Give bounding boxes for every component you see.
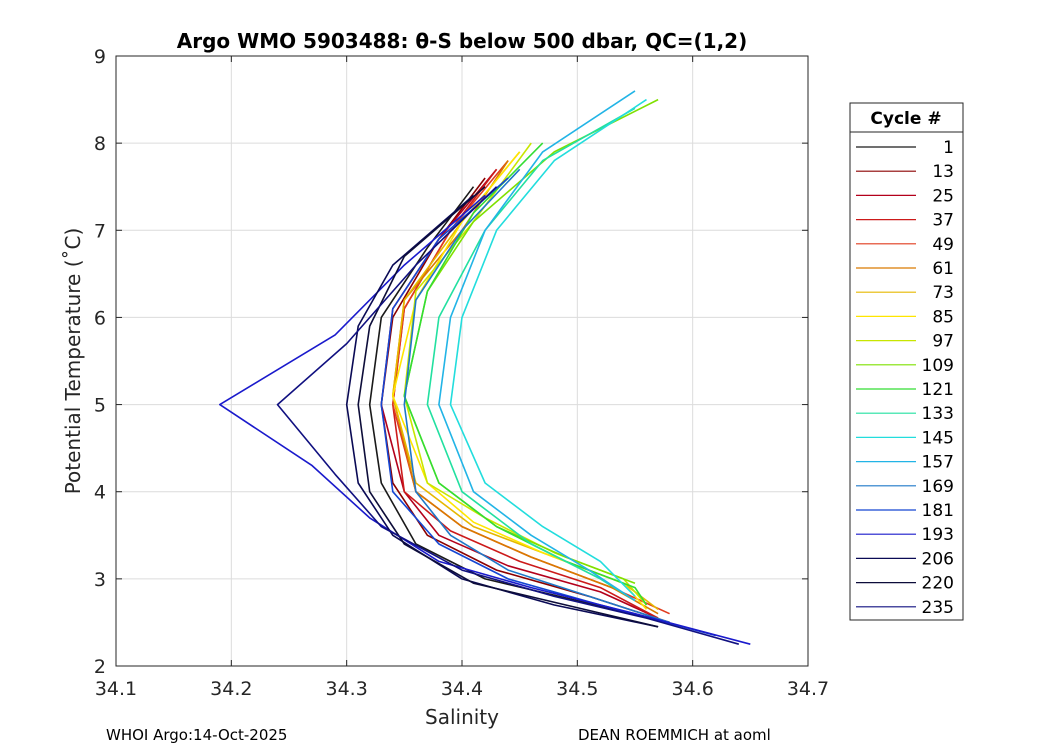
y-tick-label: 3 [94, 569, 106, 591]
legend: Cycle # 1 13 25 37 49 61 73 85 97 109 121 133 145 157… [849, 102, 964, 621]
x-tick-label: 34.4 [441, 678, 483, 700]
legend-label-cycle-109: 109 [922, 356, 954, 376]
legend-label-cycle-49: 49 [932, 235, 954, 255]
legend-label-cycle-145: 145 [922, 428, 954, 448]
legend-label-cycle-157: 157 [922, 453, 954, 473]
legend-label-cycle-169: 169 [922, 477, 954, 497]
series-line-cycle-181 [380, 177, 716, 637]
y-tick-label: 4 [94, 482, 106, 504]
y-tick-label: 2 [94, 656, 106, 678]
series-line-cycle-145 [449, 98, 647, 597]
y-tick-label: 9 [94, 46, 106, 68]
legend-label-cycle-13: 13 [932, 162, 954, 182]
y-tick-label: 5 [94, 395, 106, 417]
footer-right: DEAN ROEMMICH at aoml [578, 726, 771, 744]
legend-items: 1 13 25 37 49 61 73 85 97 109 121 133 145 157 169 181 19… [856, 138, 954, 618]
series-line-cycle-235 [276, 186, 740, 645]
x-tick-label: 34.7 [787, 678, 829, 700]
legend-label-cycle-235: 235 [922, 598, 954, 618]
legend-label-cycle-61: 61 [932, 259, 954, 279]
series-line-cycle-121 [403, 142, 648, 606]
y-tick-label: 6 [94, 307, 106, 329]
legend-label-cycle-193: 193 [922, 525, 954, 545]
series-line-cycle-220 [357, 186, 659, 628]
series-line-cycle-193 [219, 194, 751, 645]
x-tick-label: 34.5 [556, 678, 598, 700]
legend-title: Cycle # [870, 109, 941, 129]
axis-ticks: 34.1 34.2 34.3 34.4 34.5 34.6 34.7 2 3 4 5 6 7 8 9 [94, 46, 829, 700]
series-line-cycle-206 [345, 194, 659, 628]
x-tick-label: 34.1 [95, 678, 137, 700]
y-axis-label: Potential Temperature (˚C) [61, 228, 85, 495]
y-tick-label: 7 [94, 220, 106, 242]
legend-label-cycle-85: 85 [932, 307, 954, 327]
footer-left: WHOI Argo:14-Oct-2025 [106, 726, 288, 744]
legend-label-cycle-73: 73 [932, 283, 954, 303]
series-line-cycle-13 [380, 177, 670, 624]
chart-title: Argo WMO 5903488: θ-S below 500 dbar, QC… [177, 29, 747, 53]
legend-label-cycle-37: 37 [932, 211, 954, 231]
series-layer [219, 90, 751, 645]
y-tick-label: 8 [94, 133, 106, 155]
series-line-cycle-157 [438, 90, 636, 602]
series-line-cycle-133 [426, 107, 636, 602]
x-axis-label: Salinity [425, 705, 499, 729]
x-tick-label: 34.3 [326, 678, 368, 700]
series-line-cycle-169 [403, 168, 670, 624]
legend-label-cycle-97: 97 [932, 332, 954, 352]
legend-label-cycle-25: 25 [932, 186, 954, 206]
legend-label-cycle-206: 206 [922, 549, 954, 569]
x-tick-label: 34.6 [672, 678, 714, 700]
legend-label-cycle-1: 1 [943, 138, 954, 158]
legend-label-cycle-121: 121 [922, 380, 954, 400]
legend-label-cycle-181: 181 [922, 501, 954, 521]
legend-label-cycle-220: 220 [922, 574, 954, 594]
legend-label-cycle-133: 133 [922, 404, 954, 424]
x-tick-label: 34.2 [210, 678, 252, 700]
